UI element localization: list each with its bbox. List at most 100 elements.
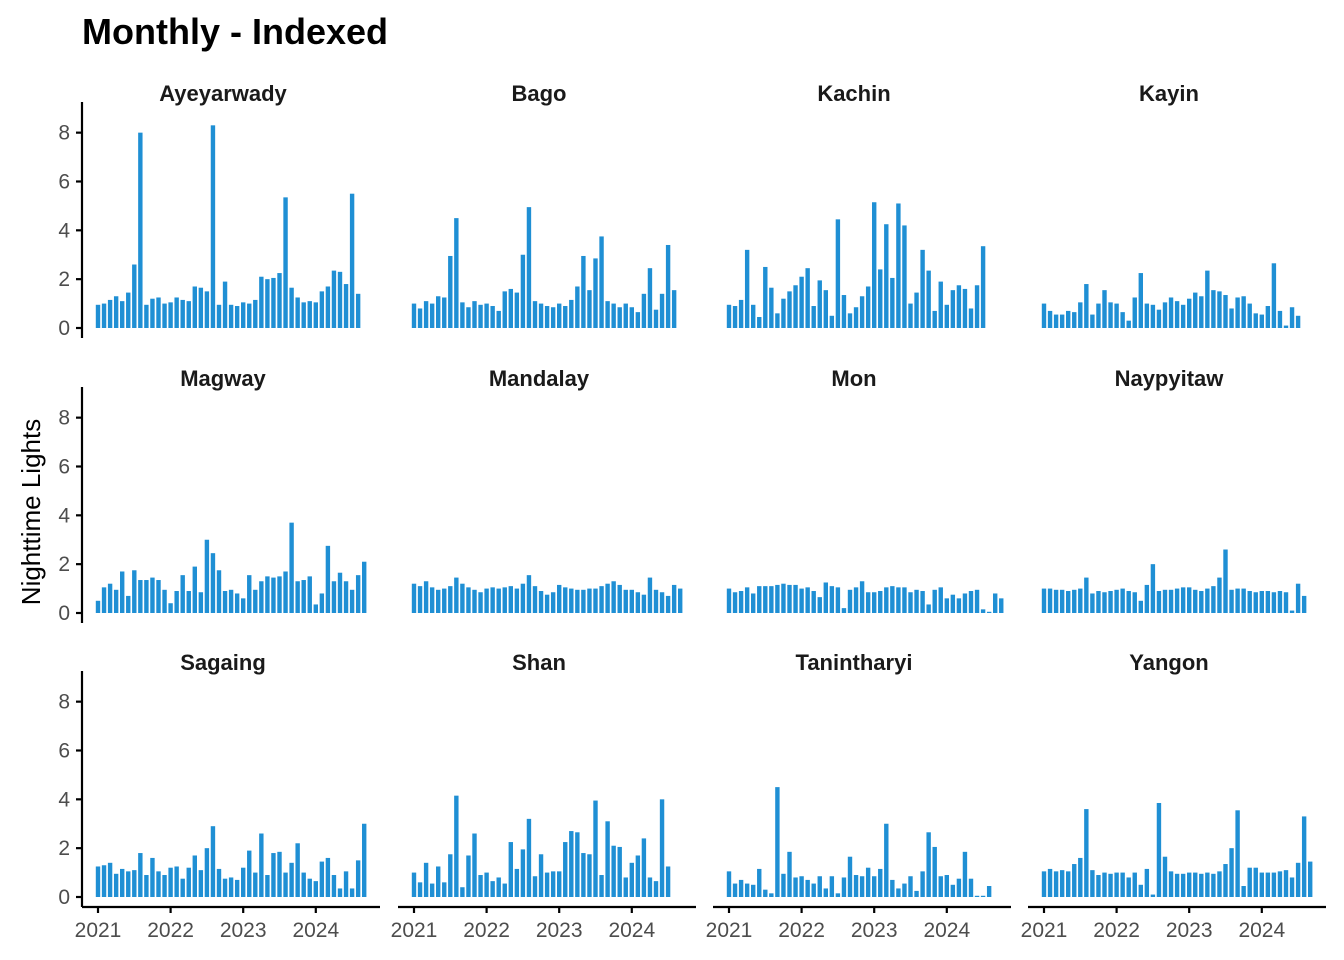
- bar: [228, 589, 234, 613]
- bar: [417, 882, 423, 897]
- bar: [890, 277, 895, 328]
- bar: [1174, 588, 1180, 613]
- bar: [653, 589, 659, 613]
- bar: [490, 587, 495, 613]
- facet-label: Magway: [180, 366, 266, 391]
- bar: [744, 587, 750, 613]
- bar: [1102, 592, 1107, 613]
- bar: [1126, 320, 1131, 328]
- bar: [138, 853, 143, 897]
- facet-panel: Bago: [411, 81, 677, 328]
- bar: [980, 609, 986, 613]
- bar: [732, 306, 738, 328]
- bar: [629, 862, 634, 897]
- bar: [799, 276, 804, 328]
- bar: [162, 875, 167, 897]
- bar: [1271, 263, 1277, 328]
- bar: [1114, 872, 1119, 897]
- bar: [337, 271, 343, 328]
- bar: [1053, 871, 1059, 897]
- bar: [349, 888, 355, 897]
- bar: [1168, 297, 1174, 328]
- bar: [956, 878, 962, 897]
- bar: [1156, 591, 1162, 613]
- bar: [241, 867, 246, 897]
- facet-grid: Ayeyarwady 0 2 4 6 8 Bago Kachin Kayin Magway 0 2 4 6…: [58, 81, 1326, 942]
- bar: [611, 581, 616, 613]
- bar: [107, 299, 113, 328]
- bar: [460, 887, 465, 897]
- bar: [162, 303, 167, 328]
- bar: [355, 860, 361, 897]
- bar: [337, 888, 343, 897]
- bar: [1180, 587, 1186, 613]
- bar: [841, 877, 847, 897]
- bar: [362, 823, 367, 897]
- bar: [635, 855, 641, 897]
- bar: [150, 577, 155, 613]
- bar: [1199, 296, 1204, 328]
- bar: [968, 878, 974, 897]
- bar: [1277, 871, 1283, 897]
- x-tick-label: 2024: [923, 919, 970, 942]
- bar: [1223, 864, 1228, 897]
- bar: [550, 307, 556, 328]
- bar: [847, 589, 853, 613]
- bar: [265, 875, 270, 897]
- bar: [1059, 870, 1065, 897]
- y-tick-label: 8: [58, 691, 70, 714]
- bar: [234, 306, 240, 328]
- bar: [581, 255, 586, 328]
- bar: [138, 580, 143, 613]
- bar: [144, 875, 149, 897]
- bar: [502, 587, 507, 613]
- bar: [980, 246, 986, 328]
- bar: [186, 867, 191, 897]
- bar: [1162, 589, 1168, 613]
- bar: [1084, 284, 1089, 328]
- bar: [1144, 584, 1150, 613]
- bar: [793, 584, 798, 613]
- bar: [950, 290, 956, 328]
- bar: [544, 306, 550, 328]
- y-tick-label: 4: [58, 788, 70, 811]
- bar: [478, 304, 483, 328]
- bar: [1090, 314, 1095, 328]
- bar: [271, 577, 276, 613]
- bar: [605, 821, 610, 897]
- bar: [1283, 592, 1289, 613]
- bar: [1289, 877, 1295, 897]
- bar: [234, 593, 240, 613]
- bar: [1253, 592, 1258, 613]
- bar: [1053, 589, 1059, 613]
- bar: [1235, 810, 1240, 897]
- bar: [926, 604, 931, 613]
- bar: [787, 584, 792, 613]
- bar: [575, 286, 580, 328]
- bar: [932, 310, 937, 328]
- bar: [944, 875, 949, 897]
- bar: [472, 833, 477, 897]
- facet-panel: Kayin: [1041, 81, 1301, 328]
- bar: [113, 873, 119, 897]
- bar: [980, 895, 986, 897]
- bar: [775, 313, 780, 328]
- bar: [829, 315, 835, 328]
- bar: [544, 594, 550, 613]
- bar: [204, 291, 210, 328]
- bar: [1301, 816, 1307, 897]
- bar: [1253, 867, 1258, 897]
- bar: [198, 592, 204, 613]
- bar: [781, 298, 786, 328]
- bar: [763, 266, 768, 328]
- bar: [872, 876, 877, 897]
- bar: [605, 301, 610, 328]
- bar: [1084, 809, 1089, 897]
- bar: [587, 290, 592, 328]
- bar: [914, 292, 919, 328]
- bar: [993, 593, 998, 613]
- bar: [599, 236, 604, 328]
- bar: [835, 219, 841, 328]
- bar: [277, 576, 282, 613]
- bar: [950, 594, 956, 613]
